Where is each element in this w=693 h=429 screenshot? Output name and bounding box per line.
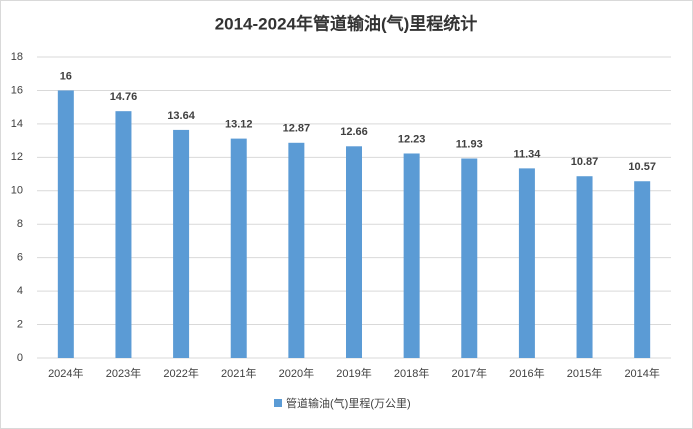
y-tick-label: 14 bbox=[11, 118, 23, 130]
value-label: 16 bbox=[60, 70, 72, 82]
bar bbox=[403, 153, 420, 358]
y-tick-label: 18 bbox=[11, 51, 23, 63]
y-tick-label: 12 bbox=[11, 151, 23, 163]
bar bbox=[576, 176, 593, 358]
value-label: 13.64 bbox=[167, 110, 195, 122]
x-tick-label: 2021年 bbox=[221, 366, 256, 380]
y-tick-label: 4 bbox=[17, 285, 23, 297]
bar bbox=[57, 90, 74, 358]
x-tick-label: 2020年 bbox=[279, 366, 314, 380]
legend-label: 管道输油(气)里程(万公里) bbox=[286, 396, 411, 410]
bar bbox=[173, 129, 190, 358]
value-label: 14.76 bbox=[110, 91, 138, 103]
bar bbox=[461, 158, 478, 358]
x-tick-label: 2018年 bbox=[394, 366, 429, 380]
x-tick-label: 2015年 bbox=[567, 366, 602, 380]
value-label: 11.93 bbox=[456, 138, 483, 150]
x-tick-label: 2016年 bbox=[509, 366, 544, 380]
x-tick-label: 2023年 bbox=[106, 366, 141, 380]
chart-title: 2014-2024年管道输油(气)里程统计 bbox=[215, 13, 478, 33]
x-tick-label: 2022年 bbox=[163, 366, 198, 380]
x-tick-label: 2024年 bbox=[48, 366, 83, 380]
y-tick-label: 8 bbox=[17, 218, 23, 230]
value-label: 12.66 bbox=[340, 126, 368, 138]
legend-swatch bbox=[274, 399, 282, 407]
value-label: 12.23 bbox=[398, 133, 426, 145]
y-tick-label: 16 bbox=[11, 84, 23, 96]
value-label: 12.87 bbox=[283, 123, 311, 135]
value-label: 13.12 bbox=[225, 119, 253, 131]
bar bbox=[230, 138, 247, 358]
value-label: 10.87 bbox=[571, 156, 599, 168]
bar bbox=[518, 168, 535, 358]
y-tick-label: 2 bbox=[17, 318, 23, 330]
x-tick-label: 2014年 bbox=[624, 366, 659, 380]
bar bbox=[115, 111, 132, 359]
bar bbox=[288, 142, 305, 358]
value-label: 10.57 bbox=[628, 161, 656, 173]
y-tick-label: 10 bbox=[11, 185, 23, 197]
x-tick-label: 2017年 bbox=[452, 366, 487, 380]
value-label: 11.34 bbox=[513, 148, 541, 160]
y-tick-label: 0 bbox=[17, 352, 23, 364]
y-tick-label: 6 bbox=[17, 252, 23, 264]
bar bbox=[634, 181, 651, 358]
bar bbox=[346, 146, 362, 358]
x-tick-label: 2019年 bbox=[336, 366, 371, 380]
